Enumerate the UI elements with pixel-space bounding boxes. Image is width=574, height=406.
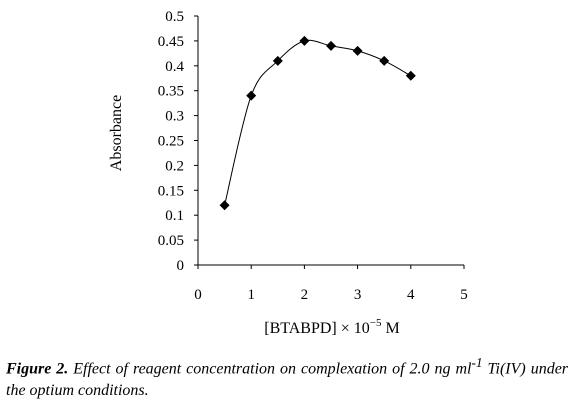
data-markers bbox=[219, 35, 416, 211]
y-tick-label: 0.15 bbox=[158, 183, 184, 199]
y-tick-label: 0.3 bbox=[165, 109, 184, 125]
figure-label: Figure 2. bbox=[6, 360, 69, 378]
figure-caption: Figure 2. Effect of reagent concentratio… bbox=[6, 352, 568, 402]
caption-text-end: Ti(IV) under the optium conditions. bbox=[6, 360, 569, 400]
data-point-marker bbox=[299, 35, 310, 46]
y-tick-label: 0 bbox=[177, 258, 185, 274]
x-axis-ticks: 0 1 2 3 4 5 bbox=[194, 265, 468, 303]
caption-text: Effect of reagent concentration on compl… bbox=[68, 360, 472, 378]
y-tick-label: 0.05 bbox=[158, 233, 184, 249]
y-tick-label: 0.1 bbox=[165, 208, 184, 224]
y-axis-ticks: 0 0.05 0.1 0.15 0.2 0.25 0.3 0.35 0.4 0.45 0.5 bbox=[158, 9, 198, 274]
y-tick-label: 0.45 bbox=[158, 34, 184, 50]
x-axis-title: [BTABPD] × 10−5 M bbox=[264, 317, 399, 337]
caption-superscript: -1 bbox=[471, 355, 483, 370]
data-point-marker bbox=[272, 55, 283, 66]
x-tick-label: 4 bbox=[407, 287, 415, 303]
x-tick-label: 5 bbox=[460, 287, 468, 303]
y-tick-label: 0.4 bbox=[165, 59, 184, 75]
data-point-marker bbox=[379, 55, 390, 66]
data-point-marker bbox=[405, 70, 416, 81]
x-tick-label: 2 bbox=[301, 287, 309, 303]
y-tick-label: 0.5 bbox=[165, 9, 184, 25]
absorbance-chart: 0 0.05 0.1 0.15 0.2 0.25 0.3 0.35 0.4 0.45 0.5 0 1 2… bbox=[108, 9, 468, 337]
y-axis-title: Absorbance bbox=[108, 95, 125, 171]
data-point-marker bbox=[352, 45, 363, 56]
data-point-marker bbox=[326, 40, 336, 51]
data-point-marker bbox=[246, 90, 257, 101]
x-axis-title-prefix: [BTABPD] × 10 bbox=[264, 320, 370, 337]
x-tick-label: 3 bbox=[354, 287, 362, 303]
x-axis-title-exponent: −5 bbox=[370, 317, 382, 329]
y-tick-label: 0.25 bbox=[158, 134, 184, 150]
data-point-marker bbox=[219, 200, 230, 211]
x-axis-title-suffix: M bbox=[382, 320, 400, 337]
x-tick-label: 1 bbox=[247, 287, 255, 303]
y-tick-label: 0.35 bbox=[158, 84, 184, 100]
series-line bbox=[224, 39, 412, 206]
x-tick-label: 0 bbox=[194, 287, 202, 303]
y-tick-label: 0.2 bbox=[165, 158, 184, 174]
